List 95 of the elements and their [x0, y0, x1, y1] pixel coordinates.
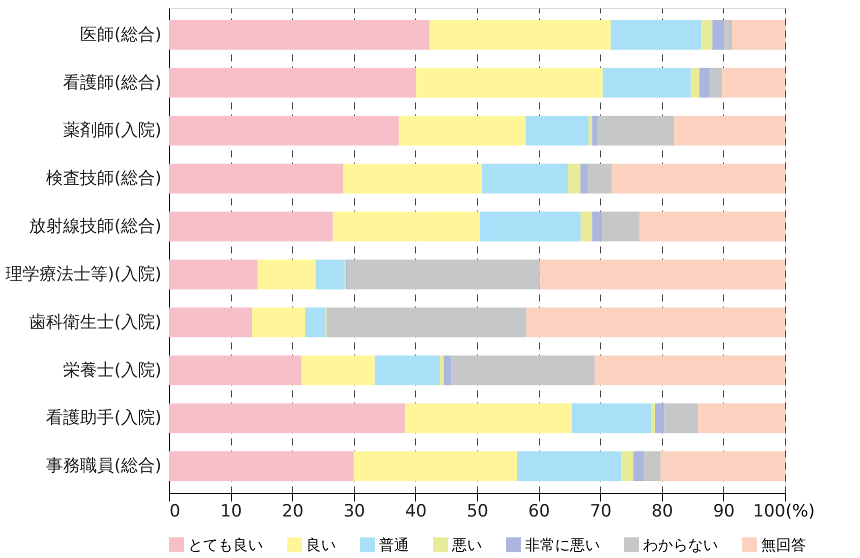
bar: [594, 355, 785, 386]
bar: [580, 164, 588, 194]
y-tick-label: 放射線技師(総合): [29, 216, 162, 237]
legend-label: 良い: [306, 536, 336, 554]
bar: [660, 451, 785, 482]
bar: [169, 116, 399, 146]
bar: [698, 403, 785, 434]
bar: [610, 20, 702, 50]
legend-label: わからない: [643, 536, 718, 554]
bar: [326, 308, 526, 338]
x-axis-title: (%): [786, 502, 815, 522]
x-tick-label: 20: [282, 502, 304, 522]
bar: [482, 164, 568, 194]
y-tick-label: 医師(総合): [80, 24, 162, 45]
x-tick-label: 0: [170, 502, 180, 522]
y-tick-label: 薬剤師(入院): [63, 120, 162, 141]
bar: [374, 355, 440, 386]
legend-label: 無回答: [761, 536, 806, 554]
bar: [444, 355, 452, 386]
bar: [169, 212, 333, 242]
bar: [640, 212, 785, 242]
bar: [430, 20, 611, 50]
bar: [404, 403, 572, 434]
legend-label: とても良い: [188, 536, 263, 554]
bar: [517, 451, 622, 482]
bar: [710, 68, 722, 98]
bar: [588, 164, 612, 194]
bar: [612, 164, 785, 194]
bar: [724, 20, 732, 50]
x-tick-label: 70: [590, 502, 612, 522]
bar: [258, 260, 316, 290]
bar: [580, 212, 592, 242]
bar: [655, 403, 664, 434]
bar: [602, 68, 691, 98]
y-tick-label: 看護助手(入院): [46, 408, 162, 428]
x-tick-label: 90: [713, 502, 735, 522]
y-tick-label: 事務職員(総合): [46, 456, 162, 476]
y-tick-label: 理学療法士等)(入院): [6, 264, 162, 284]
bar: [169, 260, 258, 290]
bar: [699, 68, 710, 98]
bar: [602, 212, 640, 242]
bar: [598, 116, 674, 146]
x-tick-label: 50: [466, 502, 488, 522]
bar: [526, 308, 785, 338]
bar: [169, 164, 344, 194]
bar: [592, 212, 602, 242]
bar: [169, 68, 416, 98]
bar: [572, 403, 652, 434]
bar: [633, 451, 644, 482]
bar: [169, 355, 302, 386]
bar: [651, 403, 656, 434]
x-tick-label: 30: [343, 502, 366, 522]
bar: [348, 260, 540, 290]
bar: [305, 308, 326, 338]
bar: [169, 451, 354, 482]
y-tick-label: 看護師(総合): [63, 72, 162, 93]
bar: [540, 260, 785, 290]
bar: [354, 451, 518, 482]
bar: [440, 355, 444, 386]
bar: [480, 212, 580, 242]
x-tick-label: 40: [405, 502, 427, 522]
bar: [722, 68, 785, 98]
bar: [169, 308, 252, 338]
bar: [690, 68, 700, 98]
bar: [451, 355, 595, 386]
bar: [416, 68, 603, 98]
bar: [169, 20, 430, 50]
bar: [252, 308, 306, 338]
bar: [701, 20, 712, 50]
bar: [588, 116, 592, 146]
bar: [712, 20, 724, 50]
x-tick-label: 10: [220, 502, 242, 522]
legend-label: 悪い: [451, 536, 482, 554]
bar: [526, 116, 588, 146]
y-tick-label: 栄養士(入院): [63, 360, 162, 380]
x-tick-label: 60: [528, 502, 550, 522]
bar: [398, 116, 526, 146]
bar: [644, 451, 661, 482]
bar: [664, 403, 698, 434]
legend-label: 普通: [379, 536, 409, 554]
bar: [301, 355, 375, 386]
bar: [343, 164, 482, 194]
bar: [169, 403, 405, 434]
bar: [316, 260, 345, 290]
legend-label: 非常に悪い: [525, 536, 600, 554]
y-tick-label: 検査技師(総合): [46, 168, 162, 189]
x-tick-label: 100: [753, 502, 786, 522]
bar: [568, 164, 580, 194]
bar: [621, 451, 634, 482]
y-tick-label: 歯科衛生士(入院): [29, 312, 162, 332]
bar: [332, 212, 480, 242]
x-tick-label: 80: [651, 502, 674, 522]
bar: [592, 116, 598, 146]
bar: [674, 116, 785, 146]
bar: [732, 20, 785, 50]
